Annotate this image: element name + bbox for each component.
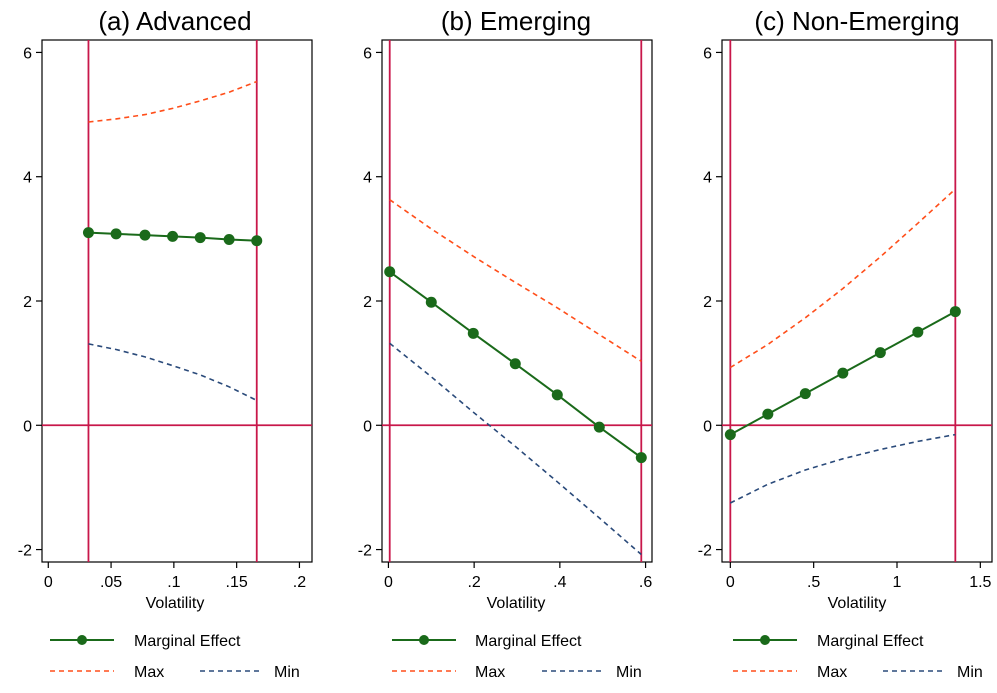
panel-a-frame: [41, 39, 313, 563]
panel-c-xtick-label: .5: [807, 574, 820, 591]
panel-c-legend-marginal-marker: [760, 635, 770, 645]
panel-c-marginal-point: [762, 408, 774, 420]
panel-a-ytick-label: 6: [23, 45, 32, 62]
panel-c-legend-max-label: Max: [817, 664, 847, 681]
panel-b-ytick-label: 2: [363, 294, 372, 311]
panel-a-plot: -2 0 2 4 6 0 .05 .1 .15 .2: [18, 39, 313, 591]
panel-b-legend-marginal-marker: [419, 635, 429, 645]
panel-a-xlabel: Volatility: [146, 595, 205, 612]
panel-c-xtick-label: 0: [726, 574, 735, 591]
panel-a-legend-marginal-label: Marginal Effect: [134, 633, 241, 650]
panel-a-ytick-label: 2: [23, 294, 32, 311]
panel-a-xtick-label: .15: [226, 574, 248, 591]
panel-a-ytick-label: -2: [18, 543, 32, 560]
panel-b-marginal-point: [509, 358, 521, 370]
panel-b-legend-marginal-label: Marginal Effect: [475, 633, 582, 650]
panel-a-xtick-label: .2: [293, 574, 306, 591]
panel-a-marginal-point: [139, 229, 151, 241]
panel-b-ytick-label: -2: [358, 543, 372, 560]
panel-c-frame: [721, 39, 993, 563]
panel-c-plot: -2 0 2 4 6 0 .5 1 1.5: [698, 39, 993, 591]
panel-a-xtick-label: .1: [167, 574, 180, 591]
panel-c-ytick-label: 2: [703, 294, 712, 311]
panel-c-max-line: [729, 188, 956, 369]
panel-b-max-line: [389, 199, 642, 362]
panel-a-marginal-point: [82, 227, 94, 239]
panel-a-xtick-label: .05: [100, 574, 122, 591]
panel-a-legend-marginal-marker: [77, 635, 87, 645]
panel-c-legend-min-label: Min: [957, 664, 983, 681]
panel-a-legend-min-label: Min: [274, 664, 300, 681]
panel-b-legend-max-label: Max: [475, 664, 505, 681]
panel-c-ytick-label: 0: [703, 418, 712, 435]
panel-c-xtick-label: 1: [893, 574, 902, 591]
panel-c-legend: Marginal Effect Max Min: [733, 633, 983, 681]
panel-b-plot: -2 0 2 4 6 0 .2 .4 .6: [358, 39, 653, 591]
panel-a-marginal-point: [110, 228, 122, 240]
panel-b-marginal-point: [551, 389, 563, 401]
panel-c-ytick-label: 6: [703, 45, 712, 62]
panel-c-marginal-point: [949, 306, 961, 318]
panel-b-ytick-label: 0: [363, 418, 372, 435]
panel-b-marginal-point: [593, 421, 605, 433]
panel-b-legend: Marginal Effect Max Min: [392, 633, 642, 681]
panel-a-title: (a) Advanced: [98, 6, 251, 36]
panel-a-max-line: [88, 80, 257, 123]
panel-c-ytick-label: -2: [698, 543, 712, 560]
panel-a-marginal-point: [251, 235, 263, 247]
panel-c-marginal-point: [874, 347, 886, 359]
panel-c: (c) Non-Emerging Volatility Marginal Eff…: [698, 6, 993, 681]
panel-a-ytick-label: 4: [23, 170, 32, 187]
panel-c-min-line: [729, 433, 956, 504]
panel-b-legend-min-label: Min: [616, 664, 642, 681]
panel-c-title: (c) Non-Emerging: [754, 6, 959, 36]
panel-a-marginal-point: [167, 230, 179, 242]
panel-a-min-line: [88, 343, 258, 402]
panel-c-xtick-label: 1.5: [969, 574, 991, 591]
panel-a-legend: Marginal Effect Max Min: [50, 633, 300, 681]
panel-b-marginal-point: [467, 327, 479, 339]
panel-b-ytick-label: 4: [363, 170, 372, 187]
panel-b-xtick-label: .4: [553, 574, 566, 591]
panel-b-xlabel: Volatility: [487, 595, 546, 612]
panel-a-xtick-label: 0: [44, 574, 53, 591]
panel-b-title: (b) Emerging: [441, 6, 591, 36]
panel-b-min-line: [389, 342, 642, 556]
panel-c-marginal-point: [799, 388, 811, 400]
panel-b-frame: [381, 39, 653, 563]
panel-b: (b) Emerging Volatility Marginal Effect …: [358, 6, 653, 681]
panel-b-marginal-point: [425, 296, 437, 308]
panel-a-marginal-point: [223, 233, 235, 245]
panel-b-ytick-label: 6: [363, 45, 372, 62]
panel-b-xtick-label: .6: [639, 574, 652, 591]
panel-c-marginal-point: [724, 429, 736, 441]
panel-b-marginal-point: [384, 266, 396, 278]
panel-a-ytick-label: 0: [23, 418, 32, 435]
panel-c-legend-marginal-label: Marginal Effect: [817, 633, 924, 650]
panel-c-marginal-point: [912, 326, 924, 338]
panel-b-xtick-label: 0: [384, 574, 393, 591]
panel-c-marginal-point: [837, 367, 849, 379]
panel-c-ytick-label: 4: [703, 170, 712, 187]
panel-b-marginal-point: [635, 452, 647, 464]
panel-a-marginal-point: [194, 232, 206, 244]
panel-a: (a) Advanced Volatility Marginal Effect …: [18, 6, 313, 681]
panel-c-xlabel: Volatility: [828, 595, 887, 612]
panel-a-legend-max-label: Max: [134, 664, 164, 681]
panel-b-xtick-label: .2: [467, 574, 480, 591]
